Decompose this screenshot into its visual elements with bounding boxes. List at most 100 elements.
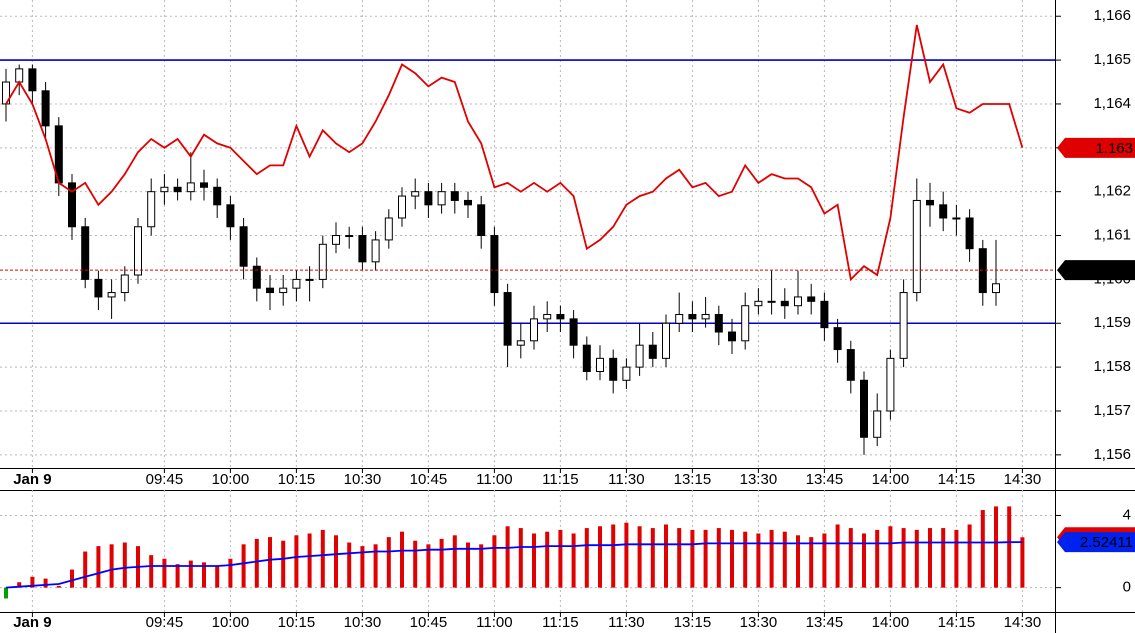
candle-body: [15, 68, 24, 83]
price-marker-label: 1.160.21: [1075, 262, 1133, 279]
x-tick-label: 10:15: [278, 471, 316, 488]
candle-body: [252, 265, 261, 289]
bar: [532, 533, 536, 588]
bar: [611, 524, 616, 588]
x-tick-label: 10:45: [410, 614, 448, 631]
candle-body: [516, 340, 525, 346]
bar: [677, 528, 682, 588]
candle-body: [173, 186, 182, 193]
x-tick-label: 10:15: [278, 614, 316, 631]
bar: [452, 535, 457, 588]
price-marker: [1057, 532, 1135, 553]
candle-body: [635, 344, 644, 368]
candle-body: [503, 292, 512, 346]
candle-body: [279, 287, 288, 294]
x-tick-label: 10:45: [410, 471, 448, 488]
x-tick-label: 13:15: [674, 471, 712, 488]
bar: [901, 528, 906, 588]
bar: [545, 531, 550, 588]
y-tick-label: 1,159: [1093, 314, 1131, 331]
candle-body: [345, 235, 354, 238]
x-tick-label: 14:00: [872, 614, 910, 631]
bar: [466, 542, 470, 588]
bar: [413, 540, 418, 588]
line-series: [5, 541, 1023, 589]
bar: [875, 529, 880, 588]
bar: [149, 555, 154, 588]
bar: [122, 542, 127, 588]
bar: [558, 529, 563, 588]
candle-body: [411, 191, 420, 197]
candle-body: [952, 217, 961, 220]
x-tick-label: 11:30: [608, 614, 644, 631]
bar: [822, 533, 827, 588]
candle-body: [186, 182, 195, 193]
x-tick-label: 13:30: [740, 471, 778, 488]
candle-body: [688, 313, 697, 320]
x-tick-label: 09:45: [146, 471, 184, 488]
bar: [70, 569, 74, 588]
bar: [809, 537, 814, 588]
candle-body: [477, 204, 486, 237]
line-series: [5, 24, 1024, 282]
price-marker-label: 1.163: [1095, 140, 1133, 157]
x-tick-label: 14:30: [1004, 614, 1042, 631]
bar: [518, 528, 523, 588]
candle-body: [794, 296, 802, 307]
candle-body: [886, 357, 895, 412]
candle-body: [609, 357, 618, 381]
bar: [769, 529, 774, 588]
bar: [1007, 506, 1012, 588]
bar: [492, 535, 497, 588]
x-tick-label: 10:30: [344, 471, 382, 488]
bar: [650, 528, 655, 588]
candle-body: [94, 278, 103, 298]
bar: [307, 533, 312, 588]
x-tick-label: 13:45: [806, 471, 844, 488]
bar: [241, 544, 246, 588]
candle-body: [780, 300, 789, 307]
candle-body: [754, 300, 763, 307]
bar: [716, 528, 721, 588]
candle-body: [239, 226, 248, 267]
bar: [980, 510, 985, 588]
bar: [584, 528, 589, 588]
candle-body: [450, 191, 459, 201]
candle-body: [873, 410, 882, 438]
bar: [967, 524, 972, 588]
bar: [730, 529, 734, 588]
candle-body: [556, 313, 565, 320]
bar: [664, 524, 668, 588]
bar: [17, 582, 22, 588]
y-tick-label: 1,162: [1093, 183, 1131, 200]
bar: [505, 526, 510, 588]
candle-body: [68, 182, 76, 228]
candle-body: [226, 204, 235, 228]
bar: [294, 535, 299, 588]
x-tick-label: 14:00: [872, 471, 910, 488]
bar: [703, 529, 708, 588]
bar: [268, 537, 272, 588]
y-tick-label: 1,158: [1093, 358, 1131, 375]
x-tick-label: 14:30: [1004, 471, 1042, 488]
bar: [400, 531, 404, 588]
y-tick-label: 4: [1123, 506, 1131, 523]
y-tick-label: 1,156: [1093, 446, 1131, 463]
candle-body: [292, 278, 301, 289]
bar: [954, 529, 959, 588]
bar: [888, 526, 893, 588]
candle-body: [134, 226, 142, 276]
y-tick-label: 1,164: [1093, 95, 1131, 112]
candle-body: [464, 199, 472, 206]
candle-body: [992, 283, 1000, 294]
y-tick-label: 1,157: [1093, 402, 1131, 419]
bar: [928, 528, 932, 588]
bar: [109, 544, 114, 588]
bar: [598, 526, 602, 588]
x-tick-label: 11:00: [476, 614, 512, 631]
y-tick-label: 1,161: [1093, 227, 1131, 244]
bar: [188, 560, 193, 588]
